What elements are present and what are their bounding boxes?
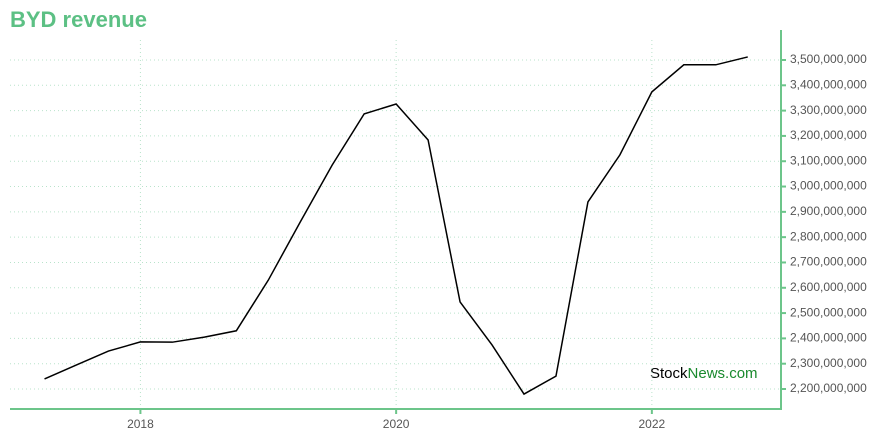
- watermark-part: Stock: [650, 365, 688, 382]
- y-tick-label: 2,200,000,000: [790, 381, 867, 395]
- y-tick-label: 3,000,000,000: [790, 179, 867, 193]
- y-tick-label: 2,400,000,000: [790, 331, 867, 345]
- y-tick-label: 3,200,000,000: [790, 128, 867, 142]
- chart-title: BYD revenue: [10, 7, 147, 32]
- y-tick-label: 2,300,000,000: [790, 356, 867, 370]
- line-series: [44, 56, 748, 396]
- y-tick-label: 2,500,000,000: [790, 305, 867, 319]
- y-tick-label: 3,400,000,000: [790, 77, 867, 91]
- watermark: StockNews.com: [650, 365, 758, 382]
- watermark-part: News.com: [688, 365, 758, 382]
- y-tick-label: 3,500,000,000: [790, 52, 867, 66]
- x-tick-label: 2022: [639, 417, 666, 431]
- y-tick-label: 2,600,000,000: [790, 280, 867, 294]
- y-tick-label: 2,700,000,000: [790, 255, 867, 269]
- x-tick-label: 2018: [127, 417, 154, 431]
- y-tick-label: 3,100,000,000: [790, 153, 867, 167]
- x-tick-label: 2020: [383, 417, 410, 431]
- y-tick-label: 2,800,000,000: [790, 229, 867, 243]
- y-tick-label: 2,900,000,000: [790, 204, 867, 218]
- y-tick-label: 3,300,000,000: [790, 103, 867, 117]
